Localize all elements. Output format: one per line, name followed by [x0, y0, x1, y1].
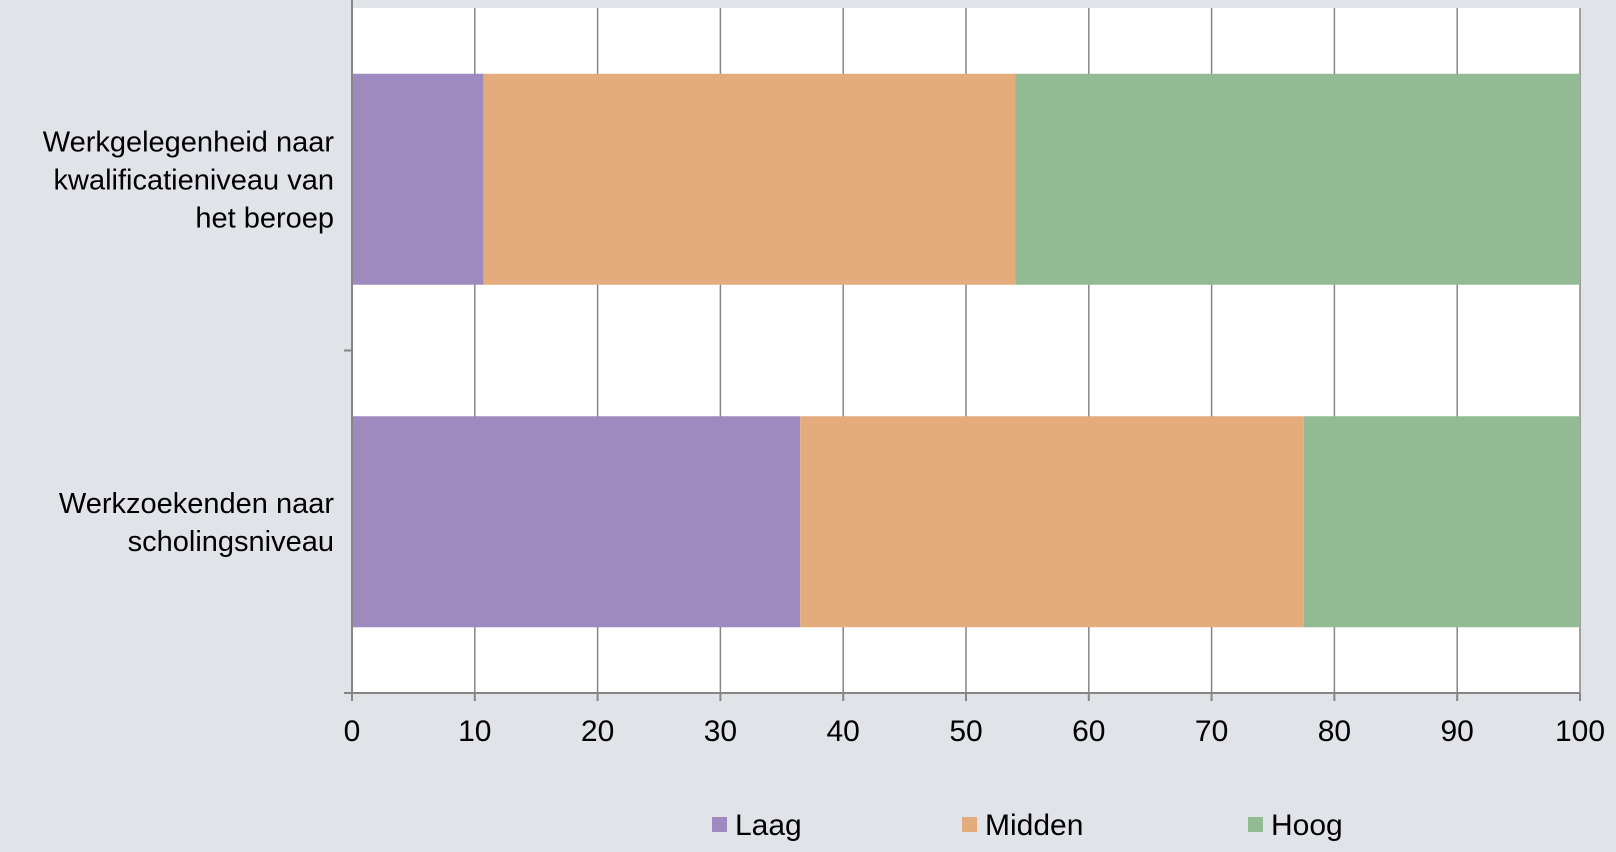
- x-tick-label: 0: [344, 715, 361, 748]
- x-tick-label: 20: [581, 715, 614, 748]
- x-tick-label: 100: [1555, 715, 1605, 748]
- x-tick-label: 90: [1441, 715, 1474, 748]
- bar-laag: [352, 73, 484, 285]
- legend-swatch: [962, 817, 977, 832]
- legend-swatch: [1248, 817, 1263, 832]
- bar-midden: [800, 416, 1304, 628]
- x-tick-label: 30: [704, 715, 737, 748]
- category-label: Werkgelegenheid naar: [43, 126, 335, 158]
- bar-hoog: [1303, 416, 1580, 628]
- category-label: het beroep: [195, 202, 334, 234]
- legend-label: Hoog: [1271, 809, 1343, 842]
- category-label: scholingsniveau: [128, 526, 334, 558]
- x-tick-label: 80: [1318, 715, 1351, 748]
- legend-swatch: [712, 817, 727, 832]
- bar-laag: [352, 416, 801, 628]
- x-tick-label: 40: [827, 715, 860, 748]
- bar-hoog: [1015, 73, 1580, 285]
- legend-label: Midden: [985, 809, 1083, 842]
- x-tick-label: 10: [458, 715, 491, 748]
- legend-label: Laag: [735, 809, 802, 842]
- x-tick-label: 60: [1072, 715, 1105, 748]
- category-label: Werkzoekenden naar: [59, 488, 334, 520]
- bar-midden: [483, 73, 1016, 285]
- x-tick-label: 50: [949, 715, 982, 748]
- category-label: kwalificatieniveau van: [54, 164, 334, 196]
- x-tick-label: 70: [1195, 715, 1228, 748]
